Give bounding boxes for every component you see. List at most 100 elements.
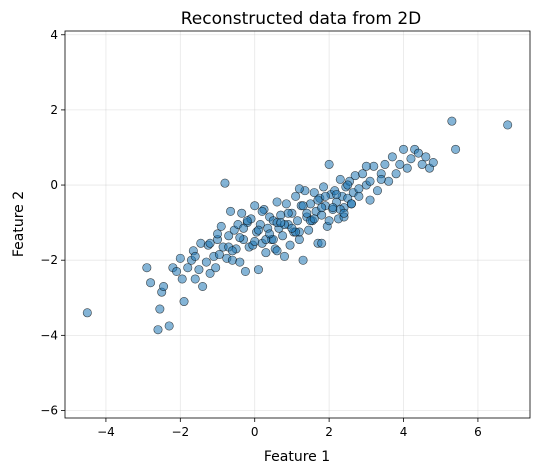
data-point	[142, 263, 152, 273]
data-point	[146, 278, 156, 288]
grid	[65, 31, 530, 418]
x-axis-label: Feature 1	[264, 449, 330, 465]
x-axis: −4 −2 0 2 4 6	[97, 418, 482, 439]
data-point	[503, 120, 513, 130]
data-point	[384, 176, 394, 186]
y-axis: −6 −4 −2 0 2 4	[40, 28, 65, 417]
y-axis-label: Feature 2	[11, 191, 27, 257]
data-point	[309, 214, 319, 224]
data-point	[395, 159, 405, 169]
data-point	[285, 240, 295, 250]
data-point	[335, 174, 345, 184]
data-point	[198, 281, 208, 291]
data-point	[196, 238, 206, 248]
data-point	[205, 238, 215, 248]
data-point	[272, 246, 282, 256]
data-point	[309, 188, 319, 198]
data-point	[324, 216, 334, 226]
data-point	[276, 218, 286, 228]
data-point	[354, 184, 364, 194]
x-tick-label: −2	[171, 425, 189, 439]
data-point	[201, 257, 211, 267]
data-point	[354, 191, 364, 201]
data-point	[294, 184, 304, 194]
data-point	[278, 231, 288, 241]
scatter-points	[82, 116, 513, 335]
y-tick-label: −2	[40, 253, 58, 267]
data-point	[319, 182, 329, 192]
data-point	[213, 229, 223, 239]
data-point	[220, 178, 230, 188]
data-point	[292, 216, 302, 226]
data-point	[298, 255, 308, 265]
data-point	[317, 238, 327, 248]
data-point	[261, 248, 271, 258]
data-point	[376, 174, 386, 184]
data-point	[177, 274, 187, 284]
data-point	[226, 206, 236, 216]
data-point	[153, 325, 163, 335]
data-point	[317, 203, 327, 213]
data-point	[406, 154, 416, 164]
data-point	[281, 199, 291, 209]
y-tick-label: −4	[40, 328, 58, 342]
data-point	[447, 116, 457, 126]
data-point	[250, 236, 260, 246]
data-point	[306, 199, 316, 209]
data-point	[253, 265, 263, 275]
x-tick-label: 4	[400, 425, 408, 439]
data-point	[283, 208, 293, 218]
data-point	[451, 144, 461, 154]
data-point	[227, 255, 237, 265]
data-point	[380, 159, 390, 169]
data-point	[361, 161, 371, 171]
data-point	[250, 201, 260, 211]
data-point	[216, 221, 226, 231]
data-point	[343, 180, 353, 190]
data-point	[317, 210, 327, 220]
data-point	[287, 223, 297, 233]
data-point	[190, 251, 200, 261]
data-point	[313, 195, 323, 205]
data-point	[164, 321, 174, 331]
data-point	[387, 152, 397, 162]
data-point	[302, 208, 312, 218]
x-tick-label: −4	[97, 425, 115, 439]
data-point	[235, 233, 245, 243]
data-point	[211, 263, 221, 273]
data-point	[365, 195, 375, 205]
x-tick-label: 6	[474, 425, 482, 439]
data-point	[205, 268, 215, 278]
data-point	[242, 216, 252, 226]
data-point	[328, 203, 338, 213]
data-point	[369, 161, 379, 171]
data-point	[346, 199, 356, 209]
data-point	[428, 158, 438, 168]
data-point	[272, 197, 282, 207]
data-point	[240, 266, 250, 276]
data-point	[291, 191, 301, 201]
data-point	[350, 171, 360, 181]
data-point	[358, 169, 368, 179]
data-point	[372, 186, 382, 196]
data-point	[276, 210, 286, 220]
data-point	[155, 304, 165, 314]
data-point	[391, 169, 401, 179]
data-point	[413, 148, 423, 158]
data-point	[265, 229, 275, 239]
data-point	[237, 208, 247, 218]
data-point	[298, 201, 308, 211]
data-point	[82, 308, 92, 318]
data-point	[320, 191, 330, 201]
data-point	[304, 225, 314, 235]
data-point	[159, 281, 169, 291]
data-point	[279, 251, 289, 261]
y-tick-label: 0	[50, 178, 58, 192]
data-point	[239, 223, 249, 233]
data-point	[365, 176, 375, 186]
data-point	[294, 235, 304, 245]
data-point	[214, 250, 224, 260]
data-point	[402, 163, 412, 173]
data-point	[194, 265, 204, 275]
